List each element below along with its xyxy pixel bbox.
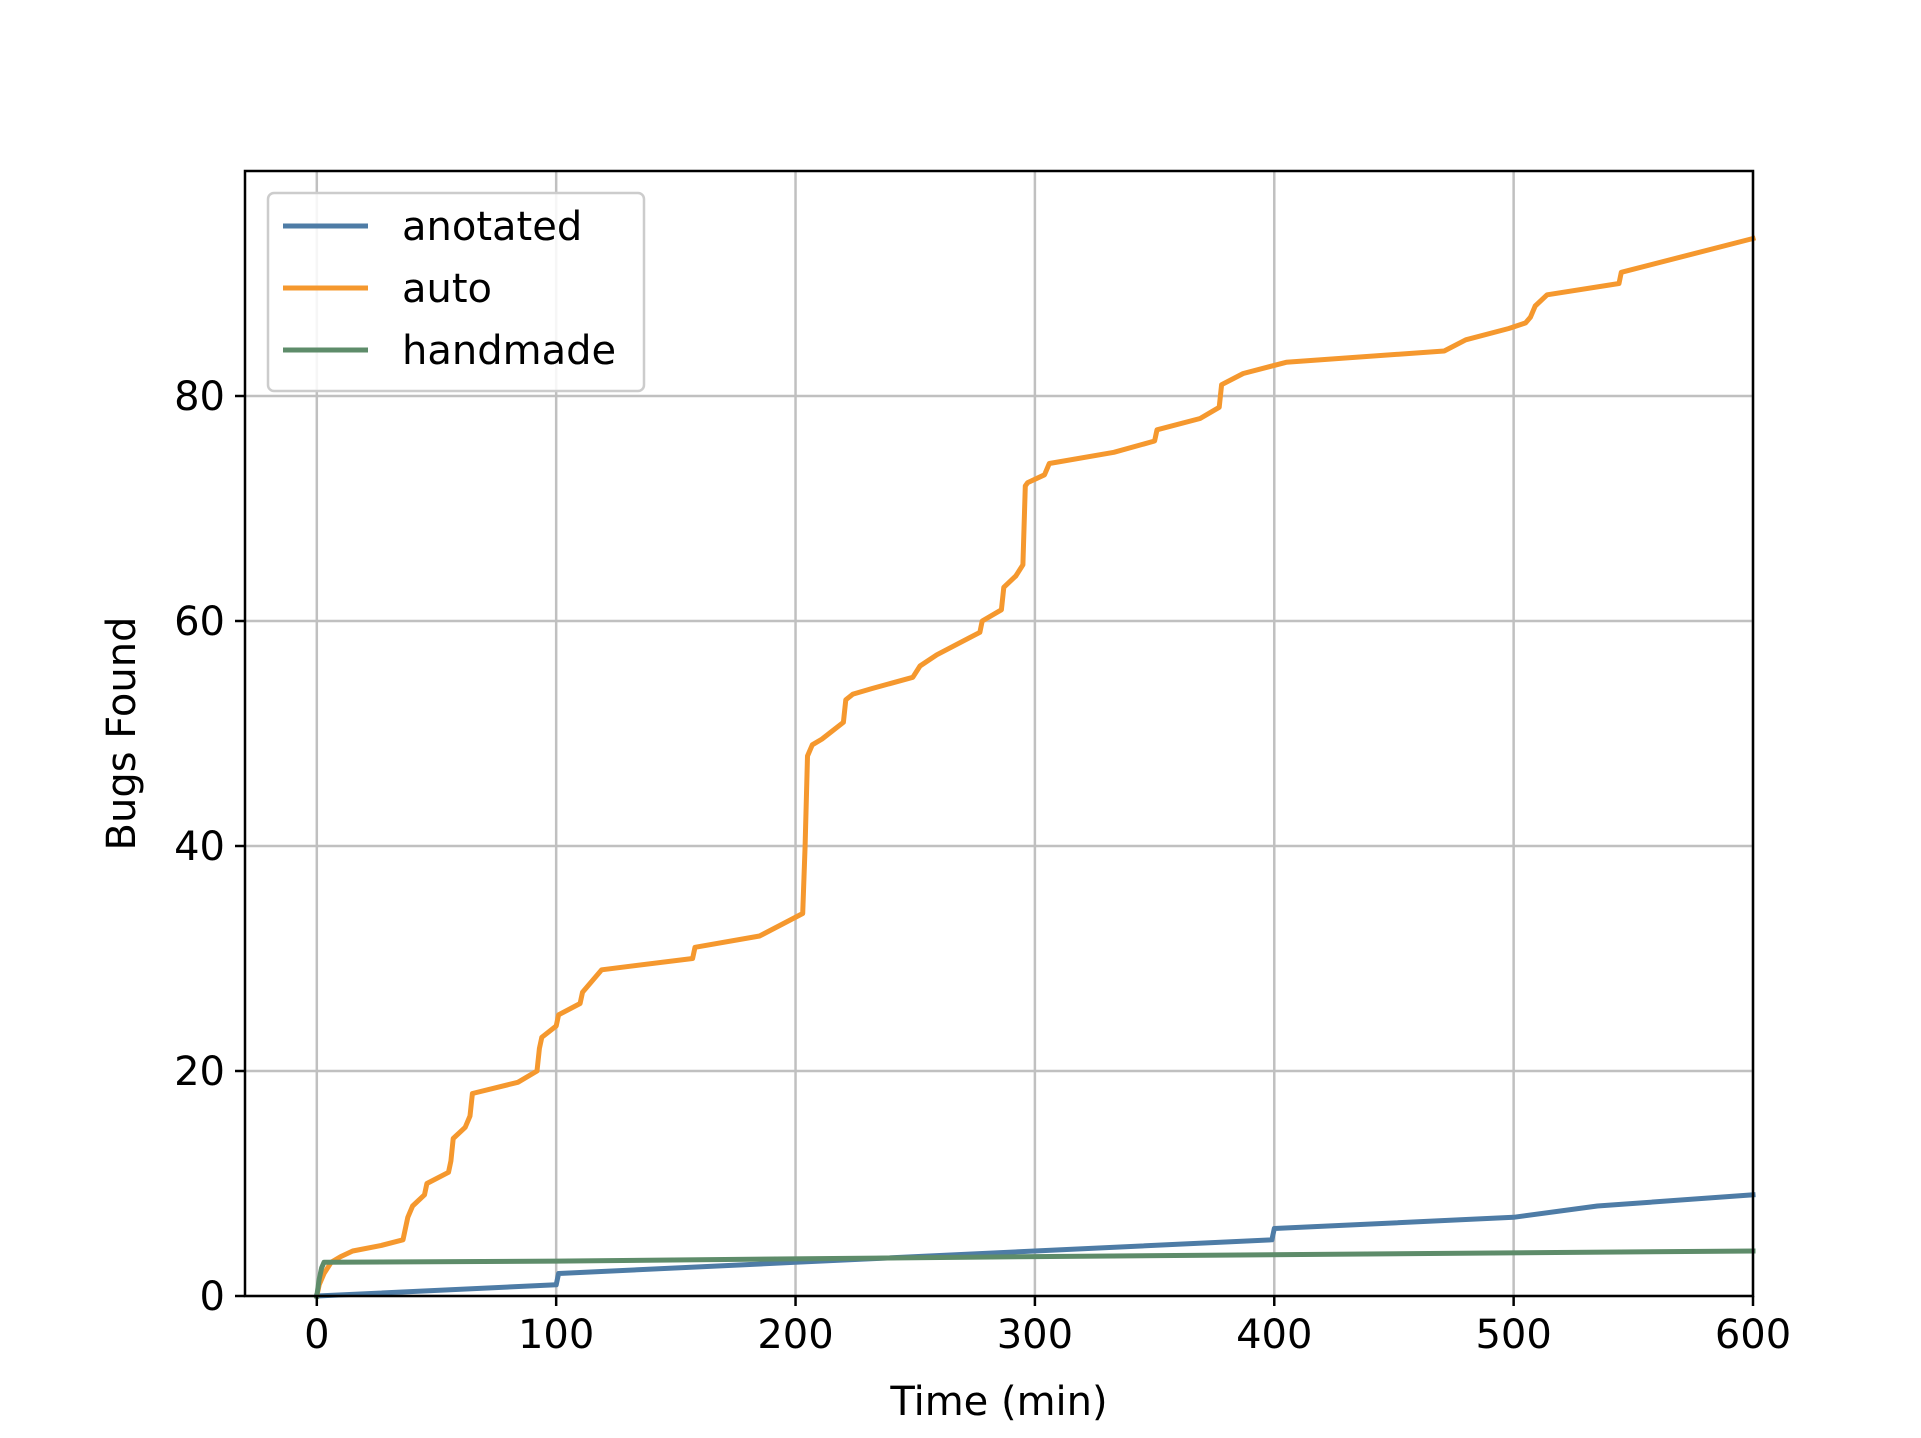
series-line-handmade xyxy=(313,1248,1756,1299)
x-tick-label: 300 xyxy=(997,1312,1073,1358)
series-line-auto xyxy=(313,235,1757,1299)
x-tick-label: 600 xyxy=(1715,1312,1791,1358)
x-tick-label: 500 xyxy=(1475,1312,1551,1358)
legend: anotated auto handmade xyxy=(266,191,646,393)
series-lines xyxy=(313,235,1757,1299)
legend-label-anotated: anotated xyxy=(402,204,582,250)
legend-box xyxy=(266,191,646,393)
y-tick-label: 60 xyxy=(174,599,225,645)
x-tick-label: 0 xyxy=(304,1312,329,1358)
y-tick-label: 20 xyxy=(174,1049,225,1095)
x-axis-label: Time (min) xyxy=(889,1379,1107,1425)
legend-label-auto: auto xyxy=(402,266,492,312)
y-tick-label: 0 xyxy=(200,1274,225,1320)
x-tick-label: 200 xyxy=(757,1312,833,1358)
axis-ticks: 0 100 200 300 400 500 600 0 20 40 60 80 xyxy=(174,374,1791,1358)
y-tick-label: 40 xyxy=(174,824,225,870)
x-tick-label: 100 xyxy=(518,1312,594,1358)
legend-label-handmade: handmade xyxy=(402,328,616,374)
plot-frame xyxy=(243,169,1755,1298)
series-line-anotated xyxy=(314,1192,1756,1299)
y-tick-label: 80 xyxy=(174,374,225,420)
x-tick-label: 400 xyxy=(1236,1312,1312,1358)
y-axis-label: Bugs Found xyxy=(99,617,145,851)
